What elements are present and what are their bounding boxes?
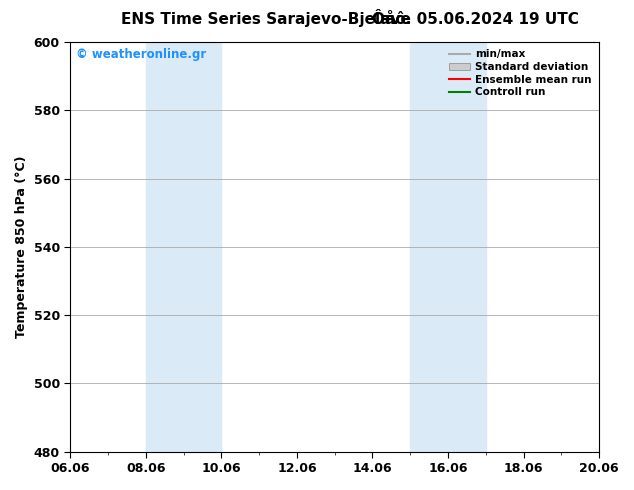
Legend: min/max, Standard deviation, Ensemble mean run, Controll run: min/max, Standard deviation, Ensemble me…: [447, 47, 594, 99]
Y-axis label: Temperature 850 hPa (°C): Temperature 850 hPa (°C): [15, 155, 28, 338]
Bar: [146, 42, 221, 452]
Text: Ôåô. 05.06.2024 19 UTC: Ôåô. 05.06.2024 19 UTC: [372, 12, 579, 27]
Text: © weatheronline.gr: © weatheronline.gr: [75, 48, 206, 61]
Bar: [410, 42, 486, 452]
Text: ENS Time Series Sarajevo-Bjelave: ENS Time Series Sarajevo-Bjelave: [121, 12, 411, 27]
